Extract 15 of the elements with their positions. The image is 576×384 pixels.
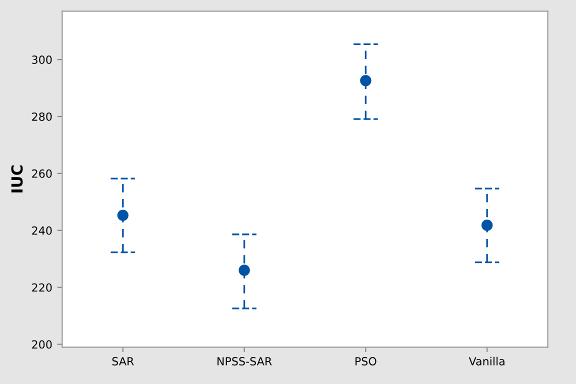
y-tick-label: 280 bbox=[32, 112, 52, 121]
x-tick-label: NPSS-SAR bbox=[218, 357, 272, 366]
point bbox=[117, 210, 129, 221]
x-tick-label: PSO bbox=[356, 357, 376, 366]
y-tick-label: 300 bbox=[32, 56, 52, 64]
point bbox=[238, 264, 250, 276]
y-tick-label: 260 bbox=[32, 169, 52, 178]
y-tick-label: 200 bbox=[32, 340, 52, 349]
point bbox=[481, 220, 493, 231]
x-tick-label: SAR bbox=[112, 357, 134, 366]
y-tick-label: 240 bbox=[32, 226, 52, 235]
y-axis-title: IUC bbox=[11, 165, 23, 192]
y-tick-label: 220 bbox=[32, 283, 52, 292]
point bbox=[360, 75, 372, 86]
x-tick-label: Vanilla bbox=[468, 356, 504, 366]
